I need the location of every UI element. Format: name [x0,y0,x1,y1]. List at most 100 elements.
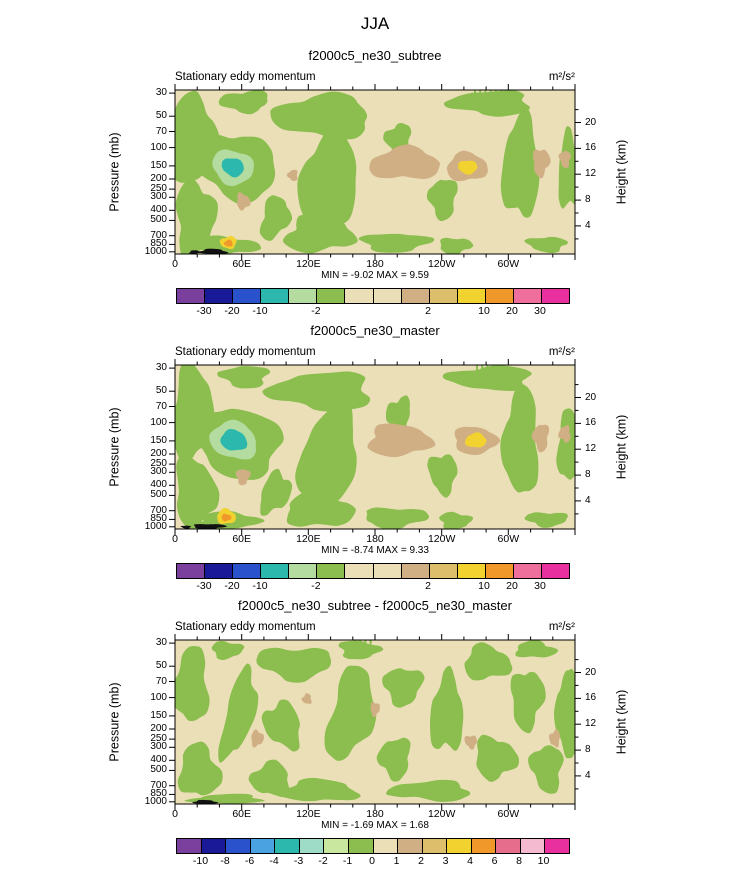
pressure-tick-label: 300 [150,466,167,478]
pressure-tick-label: 500 [150,214,167,226]
colorbar-label: 6 [491,855,498,867]
colorbar-label: 2 [418,855,424,867]
longitude-tick-label: 120E [296,533,321,545]
axis-ticks [169,634,581,810]
colorbar-tick-labels: -10 -8 -6 -4 -3 -2 -1 0 1 2 3 4 6 8 10 [176,855,568,867]
pressure-tick-label: 50 [155,660,167,672]
colorbar-label: -8 [220,855,230,867]
colorbar-segment [513,289,543,303]
colorbar-segment [205,564,234,578]
pressure-tick-label: 300 [150,191,167,203]
panel-title: f2000c5_ne30_subtree - f2000c5_ne30_mast… [238,598,512,613]
pressure-tick-label: 200 [150,173,167,184]
colorbar-segment [520,839,546,853]
height-tick-labels: 20 16 12 8 4 [584,365,614,529]
pressure-tick-label: 150 [150,709,167,721]
colorbar-segment [429,564,458,578]
contour-field [175,640,575,804]
colorbar [176,563,570,579]
colorbar-label: -30 [196,305,212,317]
colorbar-segment [348,839,374,853]
height-tick-label: 4 [585,494,591,506]
pressure-tick-label: 30 [155,362,167,374]
pressure-tick-label: 400 [150,754,167,766]
height-tick-label: 20 [585,666,597,678]
pressure-tick-label: 700 [150,504,167,516]
panel-subtree: f2000c5_ne30_subtree Stationary eddy mom… [0,46,733,320]
pressure-tick-label: 70 [155,125,167,137]
pressure-tick-label: 100 [150,141,167,153]
height-tick-label: 8 [585,194,591,206]
colorbar-segment [261,564,290,578]
pressure-tick-label: 250 [150,458,167,470]
pressure-axis-title: Pressure (mb) [108,682,122,762]
field-label: Stationary eddy momentum [175,621,316,633]
colorbar-segment [373,564,402,578]
colorbar-segment [289,564,318,578]
colorbar-segment [457,564,486,578]
colorbar-segment [471,839,497,853]
pressure-tick-label: 200 [150,723,167,734]
pressure-tick-label: 30 [155,637,167,649]
colorbar-segment [485,564,514,578]
colorbar-segment [398,839,423,853]
pressure-tick-label: 500 [150,764,167,776]
plot-header-row: Stationary eddy momentum m²/s² [175,346,575,358]
height-tick-label: 16 [585,417,597,429]
colorbar-segment [177,564,206,578]
longitude-tick-label: 60W [497,808,520,820]
longitude-tick-labels: 0 60E 120E 180 120W 60W [172,808,575,820]
colorbar-label: -10 [252,305,268,317]
colorbar-segment [401,289,430,303]
field-label: Stationary eddy momentum [175,71,316,83]
pressure-tick-label: 700 [150,229,167,241]
colorbar-segment [345,564,374,578]
pressure-tick-label: 1000 [144,245,167,257]
colorbar-segment [324,839,349,853]
colorbar-segment [177,289,206,303]
height-tick-label: 4 [585,769,591,781]
colorbar-tick-labels: -30 -20 -10 -2 2 10 20 30 [176,305,568,317]
pressure-tick-label: 400 [150,204,167,216]
colorbar-label: 30 [534,580,546,592]
panel-difference: f2000c5_ne30_subtree - f2000c5_ne30_mast… [0,596,733,870]
colorbar-label: 2 [425,580,431,592]
height-tick-label: 16 [585,142,597,154]
colorbar-label: -20 [224,305,240,317]
pressure-tick-label: 400 [150,479,167,491]
pressure-tick-label: 100 [150,416,167,428]
pressure-tick-label: 50 [155,110,167,122]
panel-title: f2000c5_ne30_subtree [308,48,442,63]
pressure-tick-label: 1000 [144,795,167,807]
pressure-tick-label: 100 [150,691,167,703]
pressure-tick-label: 1000 [144,520,167,532]
colorbar-segment [513,564,543,578]
colorbar [176,288,570,304]
contour-plot [169,84,581,260]
colorbar-label: -2 [318,855,328,867]
colorbar-segment [317,564,346,578]
height-tick-label: 8 [585,469,591,481]
height-tick-label: 4 [585,219,591,231]
longitude-tick-label: 180 [366,533,384,545]
axis-ticks [169,359,581,535]
colorbar-tick-labels: -30 -20 -10 -2 2 10 20 30 [176,580,568,592]
colorbar-label: 10 [478,305,490,317]
colorbar-label: 10 [537,855,550,867]
colorbar-label: 0 [369,855,375,867]
colorbar-segment [542,289,570,303]
colorbar-label: -30 [196,580,212,592]
pressure-tick-label: 850 [150,513,167,525]
colorbar-segment [250,839,276,853]
longitude-tick-label: 60E [232,258,251,270]
pressure-tick-label: 700 [150,779,167,791]
min-max-readout: MIN = -1.69 MAX = 1.68 [321,820,429,831]
min-max-readout: MIN = -8.74 MAX = 9.33 [321,545,429,556]
field-label: Stationary eddy momentum [175,346,316,358]
colorbar-label: -3 [293,855,304,867]
pressure-tick-label: 30 [155,87,167,99]
axis-ticks [169,84,581,260]
pressure-axis-title: Pressure (mb) [108,132,122,212]
contour-plot [169,634,581,810]
